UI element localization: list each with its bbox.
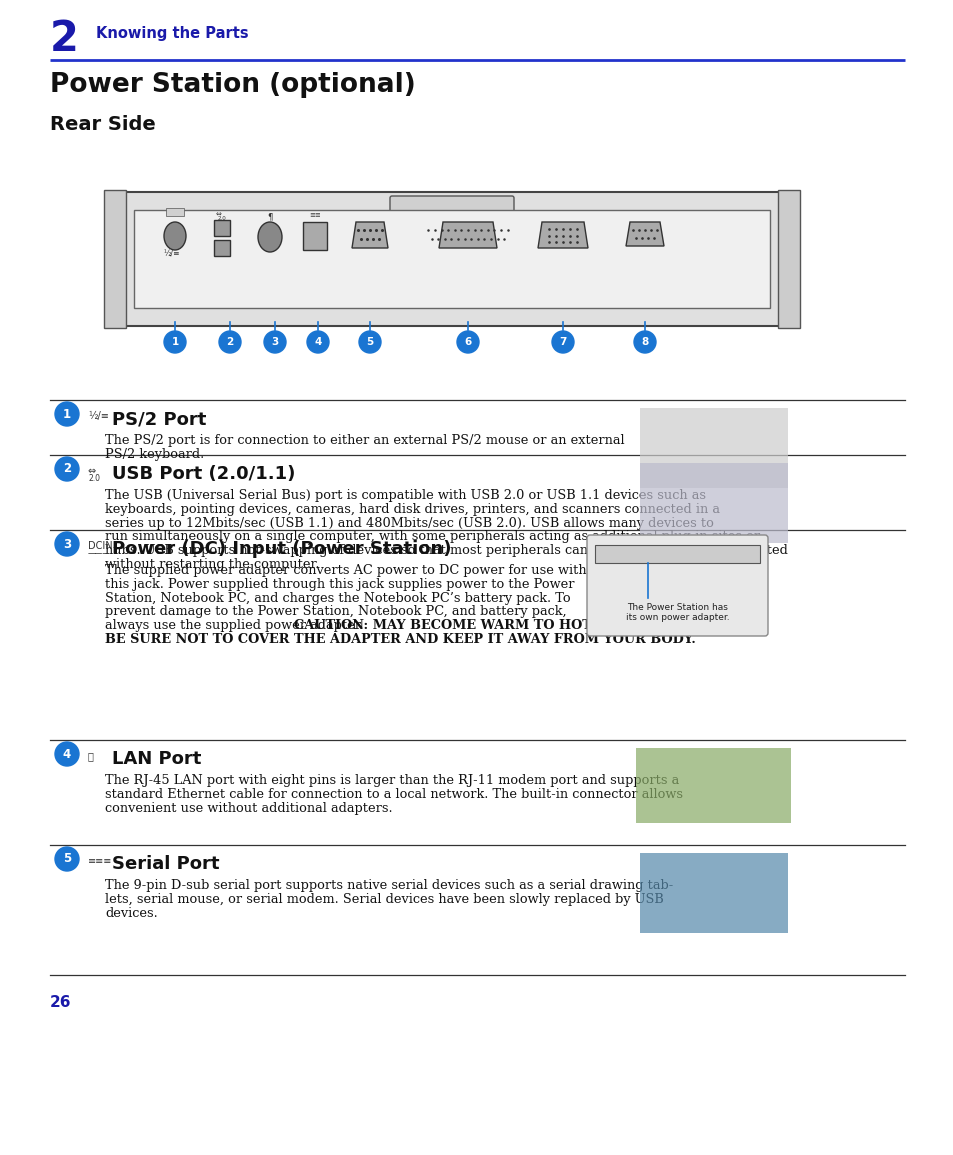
Text: PS/2 keyboard.: PS/2 keyboard. <box>105 448 204 461</box>
Circle shape <box>634 331 656 353</box>
Circle shape <box>307 331 329 353</box>
Bar <box>778 191 800 328</box>
Circle shape <box>358 331 380 353</box>
Text: lets, serial mouse, or serial modem. Serial devices have been slowly replaced by: lets, serial mouse, or serial modem. Ser… <box>105 893 663 906</box>
Text: The supplied power adapter converts AC power to DC power for use with: The supplied power adapter converts AC p… <box>105 564 586 578</box>
Text: Knowing the Parts: Knowing the Parts <box>96 27 249 40</box>
Circle shape <box>55 742 79 766</box>
Circle shape <box>55 457 79 480</box>
Text: 4: 4 <box>63 747 71 760</box>
Text: The RJ-45 LAN port with eight pins is larger than the RJ-11 modem port and suppo: The RJ-45 LAN port with eight pins is la… <box>105 774 679 787</box>
Text: 2: 2 <box>226 337 233 346</box>
Text: Station, Notebook PC, and charges the Notebook PC’s battery pack. To: Station, Notebook PC, and charges the No… <box>105 591 570 604</box>
Polygon shape <box>438 222 497 248</box>
Bar <box>213 219 230 236</box>
Text: 3: 3 <box>63 537 71 551</box>
Text: 1: 1 <box>63 408 71 420</box>
FancyBboxPatch shape <box>116 192 787 326</box>
Text: CAUTION: MAY BECOME WARM TO HOT WHEN IN USE.: CAUTION: MAY BECOME WARM TO HOT WHEN IN … <box>294 619 704 632</box>
Text: 7: 7 <box>558 337 566 346</box>
Bar <box>639 408 787 489</box>
Circle shape <box>55 847 79 871</box>
Text: devices.: devices. <box>105 907 157 919</box>
Text: 品: 品 <box>88 751 93 761</box>
Text: keyboards, pointing devices, cameras, hard disk drives, printers, and scanners c: keyboards, pointing devices, cameras, ha… <box>105 502 720 516</box>
Text: 2.0: 2.0 <box>218 216 227 221</box>
Text: standard Ethernet cable for connection to a local network. The built-in connecto: standard Ethernet cable for connection t… <box>105 788 682 800</box>
Bar <box>639 463 787 543</box>
Text: Power (DC) Input (Power Station): Power (DC) Input (Power Station) <box>112 541 451 558</box>
FancyBboxPatch shape <box>390 196 514 214</box>
Text: The PS/2 port is for connection to either an external PS/2 mouse or an external: The PS/2 port is for connection to eithe… <box>105 434 624 447</box>
Text: always use the supplied power adapter.: always use the supplied power adapter. <box>105 619 368 632</box>
Text: The 9-pin D-sub serial port supports native serial devices such as a serial draw: The 9-pin D-sub serial port supports nat… <box>105 879 673 892</box>
Text: 2.0: 2.0 <box>89 474 101 483</box>
Polygon shape <box>352 222 388 248</box>
Text: ≡≡≡: ≡≡≡ <box>88 856 112 866</box>
Text: run simultaneously on a single computer, with some peripherals acting as additio: run simultaneously on a single computer,… <box>105 530 760 543</box>
Text: prevent damage to the Power Station, Notebook PC, and battery pack,: prevent damage to the Power Station, Not… <box>105 605 566 618</box>
Bar <box>133 210 769 308</box>
Circle shape <box>264 331 286 353</box>
Circle shape <box>456 331 478 353</box>
Text: without restarting the computer.: without restarting the computer. <box>105 558 319 571</box>
Text: this jack. Power supplied through this jack supplies power to the Power: this jack. Power supplied through this j… <box>105 578 574 591</box>
Text: ———: ——— <box>88 549 111 558</box>
Text: The Power Station has
its own power adapter.: The Power Station has its own power adap… <box>625 603 728 623</box>
Text: BE SURE NOT TO COVER THE ADAPTER AND KEEP IT AWAY FROM YOUR BODY.: BE SURE NOT TO COVER THE ADAPTER AND KEE… <box>105 633 695 646</box>
Text: Power Station (optional): Power Station (optional) <box>50 72 416 98</box>
Ellipse shape <box>164 222 186 249</box>
Text: ⇔: ⇔ <box>88 465 96 476</box>
Text: 5: 5 <box>366 337 374 346</box>
Text: 2.3: 2.3 <box>218 224 227 229</box>
Circle shape <box>219 331 241 353</box>
Text: 1: 1 <box>172 337 178 346</box>
Polygon shape <box>625 222 663 246</box>
Text: 5: 5 <box>63 852 71 865</box>
Ellipse shape <box>257 222 282 252</box>
Circle shape <box>164 331 186 353</box>
Circle shape <box>55 532 79 556</box>
Text: 26: 26 <box>50 994 71 1009</box>
Text: 3: 3 <box>271 337 278 346</box>
Text: LAN Port: LAN Port <box>112 750 201 768</box>
Text: series up to 12Mbits/sec (USB 1.1) and 480Mbits/sec (USB 2.0). USB allows many d: series up to 12Mbits/sec (USB 1.1) and 4… <box>105 516 713 530</box>
Text: Rear Side: Rear Side <box>50 116 155 134</box>
Text: 6: 6 <box>464 337 471 346</box>
Bar <box>636 748 790 824</box>
Text: ⇔: ⇔ <box>215 213 222 218</box>
Text: The USB (Universal Serial Bus) port is compatible with USB 2.0 or USB 1.1 device: The USB (Universal Serial Bus) port is c… <box>105 489 705 502</box>
Text: ½/≡: ½/≡ <box>88 411 109 422</box>
Text: 2: 2 <box>50 18 79 60</box>
Text: 4: 4 <box>314 337 321 346</box>
Circle shape <box>55 402 79 426</box>
Bar <box>303 222 327 249</box>
Bar <box>104 191 126 328</box>
Circle shape <box>552 331 574 353</box>
Text: Serial Port: Serial Port <box>112 855 219 873</box>
Text: ≡≡: ≡≡ <box>309 213 320 218</box>
Text: convenient use without additional adapters.: convenient use without additional adapte… <box>105 802 393 814</box>
Text: ½/≡: ½/≡ <box>163 248 179 258</box>
Text: 2: 2 <box>63 462 71 476</box>
Text: ⇔: ⇔ <box>215 219 222 226</box>
Text: DCIN: DCIN <box>88 541 112 551</box>
Text: ¶: ¶ <box>267 213 273 221</box>
Text: USB Port (2.0/1.1): USB Port (2.0/1.1) <box>112 465 295 483</box>
Text: 8: 8 <box>640 337 648 346</box>
Bar <box>166 208 184 216</box>
Bar <box>595 545 760 562</box>
Text: hubs. USB supports hot-swapping of devices so that most peripherals can be conne: hubs. USB supports hot-swapping of devic… <box>105 544 787 557</box>
Polygon shape <box>537 222 587 248</box>
Text: PS/2 Port: PS/2 Port <box>112 410 206 429</box>
Bar <box>639 854 787 933</box>
Bar <box>213 240 230 256</box>
FancyBboxPatch shape <box>586 535 767 636</box>
